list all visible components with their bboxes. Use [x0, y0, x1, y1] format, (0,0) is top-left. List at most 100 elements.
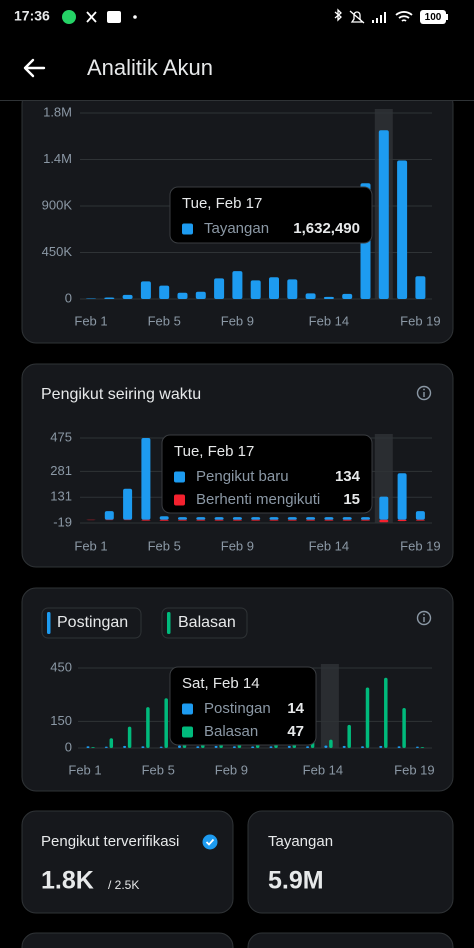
x-tick-label: Feb 9 [215, 762, 248, 777]
y-tick-label: 150 [50, 713, 72, 728]
bar [232, 271, 243, 299]
bar [287, 745, 291, 748]
bar [323, 296, 334, 299]
tooltip-value: 15 [343, 491, 360, 508]
bar [250, 280, 261, 299]
legend-chip[interactable] [41, 607, 142, 639]
stat-card [21, 932, 234, 948]
y-tick-label: 131 [50, 489, 72, 504]
bar [397, 519, 407, 522]
bar [86, 746, 90, 748]
bar [214, 517, 224, 520]
bar [306, 746, 310, 748]
bar [140, 281, 151, 299]
battery-tip [446, 14, 448, 20]
y-tick-label: -19 [53, 514, 72, 529]
bar [379, 519, 389, 523]
bar [127, 726, 132, 748]
bar [123, 745, 127, 748]
battery-level: 100 [425, 12, 442, 23]
bar [164, 698, 168, 748]
back-button[interactable] [23, 58, 46, 78]
tooltip [169, 666, 317, 746]
hover-band [320, 664, 339, 748]
y-tick-label: 900K [42, 197, 73, 212]
verified-icon [202, 834, 218, 850]
stat-value: 5.9M [268, 867, 324, 895]
bluetooth-icon [334, 8, 342, 22]
bar [342, 745, 346, 748]
page-title: Analitik Akun [87, 55, 213, 80]
tooltip [169, 186, 373, 244]
bar [287, 517, 297, 520]
tooltip-title: Tue, Feb 17 [182, 195, 262, 212]
bar [251, 517, 261, 520]
bar [109, 738, 114, 748]
bar [232, 746, 236, 748]
bar [305, 293, 316, 299]
bar [306, 519, 316, 521]
bar [269, 517, 279, 520]
y-tick-label: 450 [50, 659, 72, 674]
bar [324, 745, 328, 748]
bar [104, 746, 108, 748]
tooltip-label: Pengikut baru [196, 468, 289, 485]
bar [159, 285, 170, 299]
bar [306, 517, 316, 520]
y-tick-label: 1.8M [43, 104, 72, 119]
bar [86, 298, 96, 299]
bar [178, 519, 187, 521]
top-bar: 17:36 100 Analitik Akun [0, 0, 474, 101]
clock: 17:36 [14, 8, 50, 24]
chart: 0 450K 900K 1.4M 1.8M Feb 1 Feb 5 Feb 9 Feb 14 Fe… [42, 104, 441, 328]
legend-chip[interactable] [161, 607, 248, 639]
notif-icon [86, 11, 97, 23]
tooltip-label: Balasan [204, 723, 258, 740]
bar [196, 746, 200, 748]
x-tick-label: Feb 19 [400, 313, 440, 328]
x-tick-label: Feb 5 [148, 538, 181, 553]
bar [159, 746, 163, 748]
x-tick-label: Feb 19 [394, 762, 434, 777]
info-icon[interactable] [416, 610, 432, 626]
bar [104, 511, 114, 520]
x-tick-label: Feb 5 [142, 762, 175, 777]
info-icon[interactable] [416, 385, 432, 401]
notif-icon [107, 11, 121, 23]
x-tick-label: Feb 9 [221, 538, 254, 553]
card-title: Pengikut seiring waktu [41, 386, 201, 403]
x-tick-label: Feb 14 [303, 762, 343, 777]
bar [342, 519, 352, 521]
bar [365, 687, 370, 748]
bar [329, 739, 333, 748]
bar [104, 297, 115, 299]
stat-total: / 2.5K [108, 878, 139, 892]
bar [251, 519, 261, 521]
bar [232, 517, 242, 520]
bar [178, 517, 187, 520]
tooltip-swatch [174, 494, 185, 506]
stat-card [247, 810, 454, 914]
tooltip-title: Sat, Feb 14 [182, 675, 260, 692]
y-tick-label: 475 [50, 429, 72, 444]
bar [146, 707, 150, 748]
tooltip-value: 47 [287, 723, 304, 740]
bar [196, 517, 206, 520]
bar [397, 746, 401, 748]
tooltip-label: Postingan [204, 700, 271, 717]
bar [378, 130, 389, 299]
x-tick-label: Feb 19 [400, 538, 440, 553]
tooltip-title: Tue, Feb 17 [174, 443, 254, 460]
x-tick-label: Feb 9 [221, 313, 254, 328]
tooltip-swatch [182, 726, 193, 738]
legend-label: Postingan [57, 614, 128, 631]
bar [141, 746, 145, 748]
bar [402, 708, 406, 748]
x-tick-label: Feb 5 [148, 313, 181, 328]
notif-dot [133, 15, 137, 19]
y-tick-label: 281 [50, 463, 72, 478]
bar [159, 516, 169, 520]
bar [384, 677, 388, 748]
chart: -19 131 281 475 Feb 1 Feb 5 Feb 9 Feb 14 Feb 19 T… [50, 429, 440, 553]
